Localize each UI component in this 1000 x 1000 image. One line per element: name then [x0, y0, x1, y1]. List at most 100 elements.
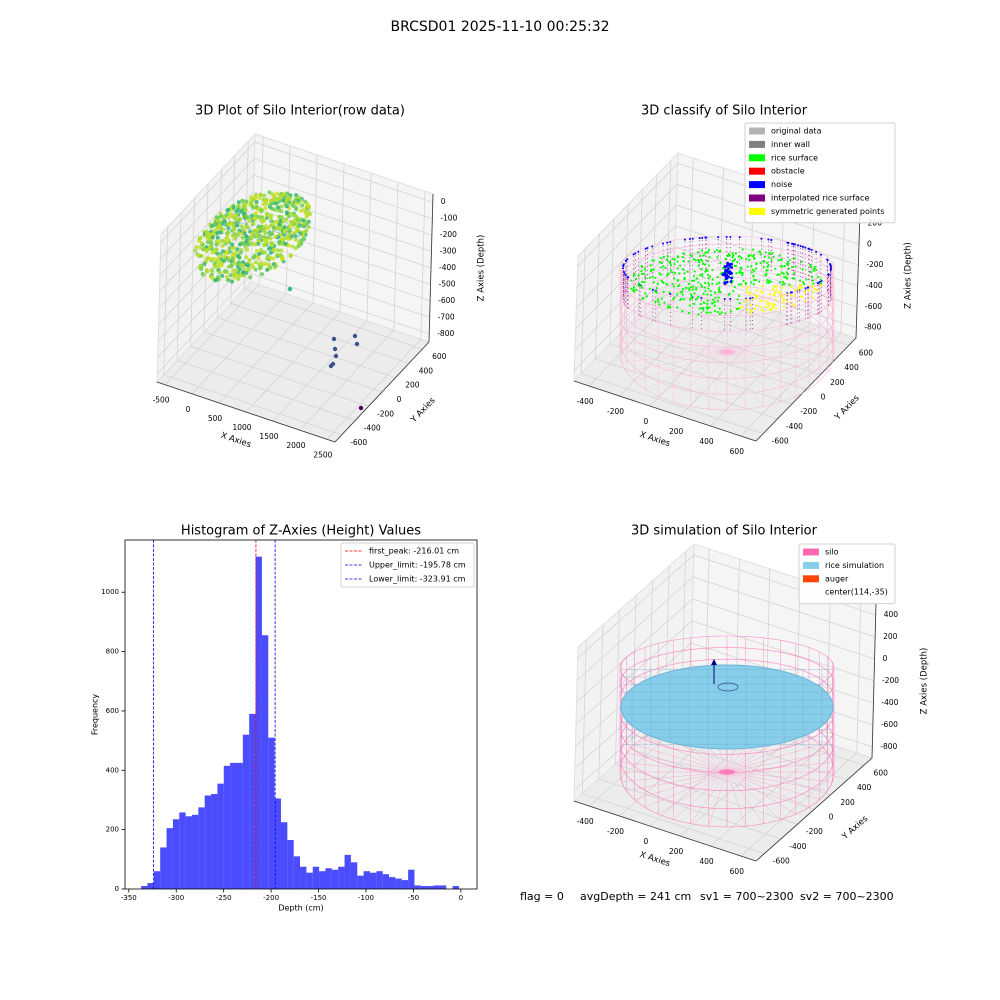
- surface-point: [768, 293, 771, 296]
- rim-point: [700, 297, 703, 300]
- rim-point: [804, 246, 807, 249]
- y-tick-label: -400: [786, 422, 803, 431]
- surface-point: [735, 272, 738, 275]
- point-cloud: [296, 216, 301, 221]
- point-cloud: [255, 227, 260, 232]
- point-cloud: [224, 275, 229, 280]
- point-cloud: [272, 230, 275, 232]
- surface-point: [706, 299, 709, 302]
- point-cloud: [277, 228, 279, 230]
- rim-point: [622, 263, 625, 266]
- point-cloud: [235, 233, 240, 238]
- point-cloud: [288, 230, 291, 233]
- point-cloud: [239, 224, 244, 229]
- y-tick-label: 600: [106, 707, 119, 715]
- grid-line: [190, 198, 369, 407]
- surface-point: [794, 265, 797, 268]
- rim-point: [791, 242, 794, 245]
- outlier-point: [358, 405, 364, 411]
- surface-point: [760, 308, 764, 311]
- point-cloud: [240, 263, 245, 268]
- rim-point: [749, 297, 752, 300]
- surface-point: [752, 248, 755, 251]
- point-cloud: [227, 229, 229, 232]
- surface-point: [643, 281, 646, 284]
- surface-point: [702, 309, 705, 312]
- surface-point: [762, 266, 765, 269]
- surface-point: [710, 302, 714, 305]
- point-cloud: [289, 220, 294, 225]
- rim-point: [626, 258, 629, 261]
- point-cloud: [287, 229, 290, 232]
- rim-point: [701, 236, 704, 239]
- point-cloud: [219, 214, 224, 219]
- surface-point: [772, 293, 775, 297]
- silo-wire: [626, 771, 728, 792]
- point-cloud: [237, 255, 242, 260]
- x-tick-label: -200: [607, 407, 624, 416]
- point-cloud: [293, 233, 295, 236]
- point-cloud: [218, 230, 223, 235]
- surface-point: [792, 303, 795, 306]
- point-cloud: [238, 250, 243, 255]
- surface-point: [681, 287, 685, 291]
- outlier-point: [333, 353, 339, 359]
- point-cloud: [235, 207, 240, 212]
- outlier-point: [332, 346, 338, 352]
- surface-point: [746, 308, 749, 312]
- silo-wire: [690, 351, 728, 407]
- silo-wire: [726, 771, 833, 782]
- point-cloud: [271, 262, 276, 267]
- surface-point: [753, 307, 757, 310]
- point-cloud: [262, 193, 267, 198]
- point-cloud: [253, 260, 258, 265]
- surface-point: [762, 260, 765, 263]
- y-tick-label: 200: [840, 798, 855, 807]
- point-cloud: [213, 260, 218, 265]
- z-axis-line: [871, 603, 877, 759]
- point-cloud: [276, 223, 279, 226]
- histogram-bar: [261, 635, 269, 889]
- surface-point: [673, 277, 676, 280]
- surface-point: [691, 288, 694, 291]
- point-cloud: [235, 223, 238, 226]
- point-cloud: [250, 204, 255, 209]
- surface-point: [694, 286, 698, 289]
- rim-point: [651, 245, 654, 248]
- surface-point: [757, 280, 761, 283]
- x-tick-label: -50: [408, 894, 419, 902]
- point-cloud: [265, 223, 268, 226]
- point-cloud: [267, 190, 272, 195]
- histogram-bar: [204, 795, 212, 889]
- plot-frame: [124, 539, 478, 890]
- point-cloud: [241, 260, 246, 265]
- status-text: sv1 = 700~2300: [700, 890, 794, 903]
- histogram-bar: [382, 874, 390, 889]
- point-cloud: [252, 230, 254, 233]
- point-cloud: [277, 236, 280, 239]
- surface-point: [693, 270, 696, 273]
- point-cloud: [215, 230, 220, 235]
- surface-point: [739, 306, 742, 309]
- surface-point: [679, 264, 682, 267]
- histogram-bar: [198, 807, 205, 889]
- point-cloud: [194, 245, 199, 250]
- z-tick-label: 0: [883, 654, 888, 663]
- x-tick-label: -150: [311, 894, 327, 902]
- point-cloud: [277, 222, 282, 227]
- surface-point: [690, 297, 693, 300]
- point-cloud: [272, 233, 275, 235]
- legend-swatch: [749, 181, 765, 189]
- point-cloud: [205, 269, 210, 274]
- legend-swatch: [749, 127, 765, 135]
- point-cloud: [286, 221, 288, 224]
- surface-point: [699, 258, 703, 261]
- surface-point: [641, 280, 644, 284]
- rim-point: [632, 253, 635, 256]
- point-cloud: [232, 227, 237, 232]
- point-cloud: [268, 225, 271, 228]
- y-tick-label: 400: [106, 766, 119, 774]
- surface-point: [765, 300, 768, 303]
- point-cloud: [260, 272, 265, 277]
- point-cloud: [242, 267, 247, 272]
